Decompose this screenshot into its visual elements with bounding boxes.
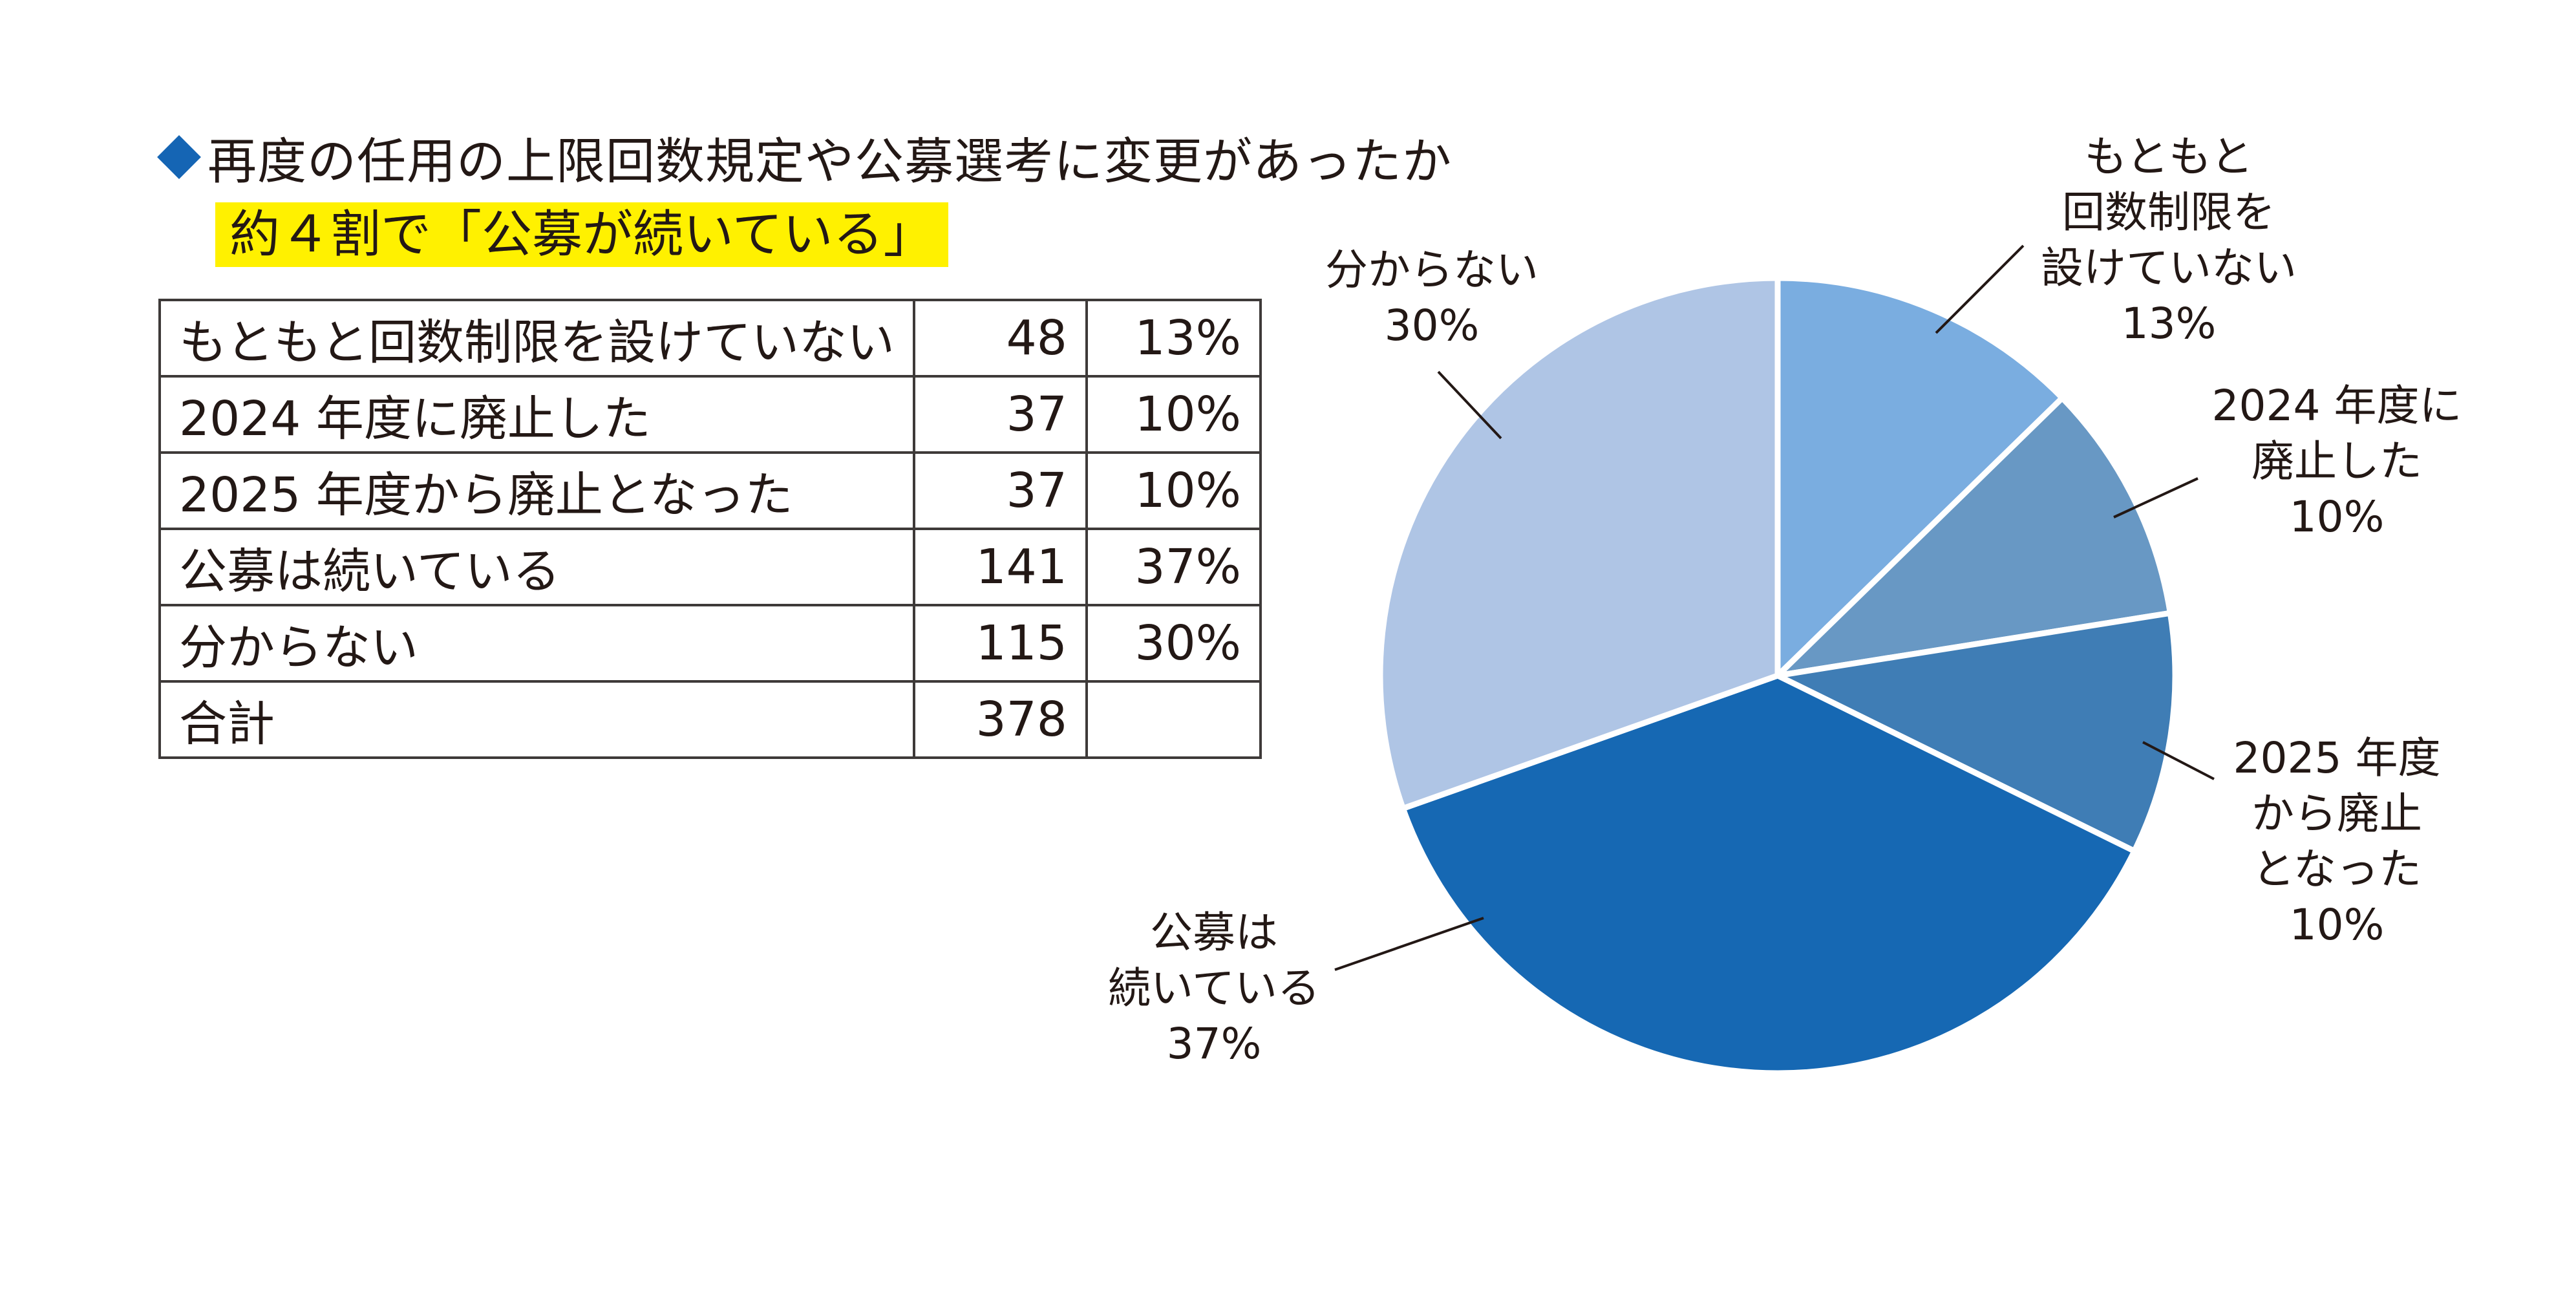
row-percent: 13% xyxy=(1085,299,1262,378)
row-percent: 37% xyxy=(1085,528,1262,606)
slice-label-line: 廃止した xyxy=(2251,436,2422,486)
total-count: 378 xyxy=(913,680,1088,759)
slice-percent-label: 37% xyxy=(1167,1019,1262,1069)
slice-label-line: 公募は xyxy=(1150,908,1278,957)
slice-label: 公募は続いている 37% xyxy=(1108,908,1320,1069)
row-count: 48 xyxy=(913,299,1088,378)
slice-label-line: から廃止 xyxy=(2251,789,2422,839)
slice-label: 2025 年度から廃止となった 10% xyxy=(2233,733,2441,950)
row-count: 141 xyxy=(913,528,1088,606)
slice-label: 分からない 30% xyxy=(1325,245,1538,350)
pie-slice xyxy=(1774,610,2178,854)
row-percent: 10% xyxy=(1085,451,1262,530)
leader-line xyxy=(1437,370,1502,440)
row-count: 37 xyxy=(913,375,1088,454)
row-count: 115 xyxy=(913,604,1088,683)
slice-percent-label: 13% xyxy=(2122,299,2217,348)
leader-line xyxy=(2113,477,2198,518)
chart-title: 再度の任用の上限回数規定や公募選考に変更があったか xyxy=(208,133,1452,190)
row-count: 37 xyxy=(913,451,1088,530)
leader-line xyxy=(2142,741,2215,780)
slice-label-line: となった xyxy=(2252,844,2422,894)
row-label: 公募は続いている xyxy=(158,528,916,606)
table-total-row: 合計 378 xyxy=(158,680,1262,759)
table-row: 2024 年度に廃止した 37 10% xyxy=(158,375,1262,454)
slice-label-line: もともと xyxy=(2084,132,2253,182)
slice-label: 2024 年度に廃止した 10% xyxy=(2212,381,2462,542)
slice-label-line: 分からない xyxy=(1325,245,1538,295)
leader-line xyxy=(1334,917,1484,971)
table-row: もともと回数制限を設けていない 48 13% xyxy=(158,299,1262,378)
total-label: 合計 xyxy=(158,680,916,759)
row-label: 2025 年度から廃止となった xyxy=(158,451,916,530)
table-row: 分からない 115 30% xyxy=(158,604,1262,683)
slice-percent-label: 10% xyxy=(2290,492,2385,542)
slice-label-line: 2024 年度に xyxy=(2212,381,2462,431)
pie-slice xyxy=(1774,275,2065,679)
pie-slice xyxy=(1774,395,2173,679)
slice-label-line: 2025 年度 xyxy=(2233,733,2441,783)
row-label: 分からない xyxy=(158,604,916,683)
data-table: もともと回数制限を設けていない 48 13% 2024 年度に廃止した 37 1… xyxy=(158,299,1262,759)
row-percent: 30% xyxy=(1085,604,1262,683)
slice-percent-label: 10% xyxy=(2290,900,2385,950)
total-percent xyxy=(1085,680,1262,759)
pie-slice xyxy=(1377,275,1781,812)
row-label: 2024 年度に廃止した xyxy=(158,375,916,454)
row-percent: 10% xyxy=(1085,375,1262,454)
leader-line xyxy=(1935,244,2025,334)
table-row: 2025 年度から廃止となった 37 10% xyxy=(158,451,1262,530)
row-label: もともと回数制限を設けていない xyxy=(158,299,916,378)
table-row: 公募は続いている 141 37% xyxy=(158,528,1262,606)
highlight-caption: 約４割で「公募が続いている」 xyxy=(215,202,948,267)
slice-label-line: 続いている xyxy=(1108,963,1320,1013)
slice-label-line: 設けていない xyxy=(2041,243,2297,293)
slice-percent-label: 30% xyxy=(1385,301,1480,350)
slice-label-line: 回数制限を xyxy=(2062,187,2275,237)
title-row: 再度の任用の上限回数規定や公募選考に変更があったか xyxy=(157,122,1452,193)
pie-slice xyxy=(1400,672,2138,1076)
slice-label: もともと回数制限を設けていない 13% xyxy=(2041,132,2297,348)
